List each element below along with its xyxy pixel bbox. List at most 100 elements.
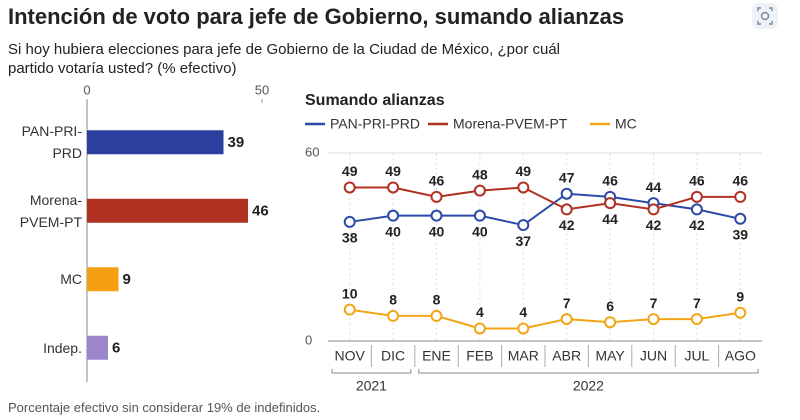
value-label: 47 <box>559 169 575 185</box>
legend-label: Morena-PVEM-PT <box>453 116 568 132</box>
x-tick-label: MAY <box>595 348 625 364</box>
value-label: 42 <box>646 217 662 233</box>
y-tick-label: 60 <box>305 144 319 159</box>
value-label: 49 <box>385 163 401 179</box>
footer: Porcentaje efectivo sin considerar 19% d… <box>8 400 321 415</box>
bar <box>87 335 108 360</box>
x-tick-label: AGO <box>725 348 756 364</box>
category-label: PAN-PRI-PRD <box>21 123 82 162</box>
bar <box>87 130 224 155</box>
value-label: 39 <box>733 227 749 243</box>
value-label: 44 <box>646 179 662 195</box>
value-label: 10 <box>342 285 358 301</box>
point <box>517 181 530 194</box>
series-line <box>349 192 741 227</box>
point <box>387 209 400 222</box>
point <box>430 309 443 322</box>
point <box>734 190 747 203</box>
lens-icon <box>752 3 778 29</box>
point <box>517 322 530 335</box>
value-label: 8 <box>389 292 397 308</box>
point <box>560 187 573 200</box>
x-tick-label: MAR <box>508 348 539 364</box>
point <box>517 219 530 232</box>
point <box>604 316 617 329</box>
y-tick-label: 0 <box>305 332 312 347</box>
value-label: 46 <box>602 173 618 189</box>
bar <box>87 198 248 223</box>
point <box>560 313 573 326</box>
x-tick-label: JUL <box>684 348 709 364</box>
point <box>734 306 747 319</box>
point <box>690 190 703 203</box>
year-label: 2022 <box>573 378 604 394</box>
value-label: 40 <box>472 223 488 239</box>
point <box>387 309 400 322</box>
x-tick-label: NOV <box>335 348 366 364</box>
point <box>690 203 703 216</box>
value-label: 46 <box>733 173 749 189</box>
category-label: Indep. <box>43 339 82 356</box>
value-label: 9 <box>736 289 744 305</box>
value-label: 46 <box>252 203 269 220</box>
value-label: 9 <box>123 271 131 288</box>
point <box>647 313 660 326</box>
x-tick-label: DIC <box>381 348 405 364</box>
value-label: 4 <box>476 304 484 320</box>
year-bracket <box>418 369 759 374</box>
x-tick-label: ENE <box>422 348 451 364</box>
point <box>343 303 356 316</box>
value-label: 37 <box>516 233 532 249</box>
value-label: 44 <box>602 211 618 227</box>
value-label: 6 <box>112 340 120 357</box>
value-label: 49 <box>342 163 358 179</box>
legend-label: MC <box>615 116 637 132</box>
value-label: 42 <box>559 217 575 233</box>
point <box>560 203 573 216</box>
value-label: 7 <box>650 295 658 311</box>
value-label: 39 <box>228 134 245 151</box>
value-label: 7 <box>563 295 571 311</box>
value-label: 40 <box>429 223 445 239</box>
point <box>473 322 486 335</box>
point <box>473 209 486 222</box>
chart-subtitle: Sumando alianzas <box>305 92 445 109</box>
point <box>430 209 443 222</box>
x-tick-label: JUN <box>640 348 667 364</box>
value-label: 40 <box>385 223 401 239</box>
point <box>473 184 486 197</box>
value-label: 46 <box>689 173 705 189</box>
value-label: 49 <box>516 163 532 179</box>
point <box>647 203 660 216</box>
year-label: 2021 <box>356 378 387 394</box>
title: Intención de voto para jefe de Gobierno,… <box>8 4 625 29</box>
value-label: 7 <box>693 295 701 311</box>
value-label: 4 <box>519 304 527 320</box>
point <box>604 197 617 210</box>
category-label: MC <box>60 271 82 288</box>
category-label: Morena-PVEM-PT <box>19 191 82 230</box>
series-line <box>349 186 741 211</box>
point <box>387 181 400 194</box>
value-label: 6 <box>606 298 614 314</box>
subtitle: Si hoy hubiera elecciones para jefe de G… <box>8 41 560 77</box>
series-line <box>349 308 741 330</box>
value-label: 46 <box>429 173 445 189</box>
x-tick-label: 50 <box>255 82 269 97</box>
value-label: 8 <box>433 292 441 308</box>
bar <box>87 267 119 292</box>
year-bracket <box>331 369 412 374</box>
point <box>690 313 703 326</box>
value-label: 42 <box>689 217 705 233</box>
point <box>430 190 443 203</box>
value-label: 38 <box>342 230 358 246</box>
point <box>734 212 747 225</box>
point <box>343 215 356 228</box>
x-tick-label: 0 <box>83 82 90 97</box>
x-tick-label: ABR <box>552 348 581 364</box>
value-label: 48 <box>472 166 488 182</box>
x-tick-label: FEB <box>466 348 493 364</box>
point <box>343 181 356 194</box>
